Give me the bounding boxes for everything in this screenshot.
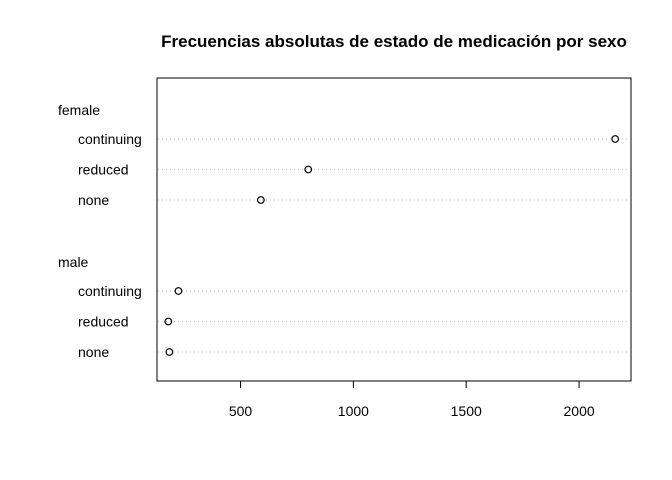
group-label-female: female xyxy=(58,102,100,118)
data-point-female-none xyxy=(256,196,265,204)
category-label-male-continuing: continuing xyxy=(78,283,142,299)
x-tick-label-500: 500 xyxy=(229,403,253,419)
data-point-male-none xyxy=(165,348,174,356)
x-tick-label-2000: 2000 xyxy=(564,403,595,419)
group-label-male: male xyxy=(58,254,89,270)
data-point-male-reduced xyxy=(164,317,173,326)
chart-title: Frecuencias absolutas de estado de medic… xyxy=(161,32,627,51)
data-point-female-reduced xyxy=(304,165,313,174)
plot-frame xyxy=(156,77,632,382)
category-label-female-reduced: reduced xyxy=(78,162,129,178)
x-tick-label-1000: 1000 xyxy=(338,403,369,419)
category-label-female-continuing: continuing xyxy=(78,131,142,147)
x-tick-label-1500: 1500 xyxy=(451,403,482,419)
category-label-male-reduced: reduced xyxy=(78,314,129,330)
data-point-female-continuing xyxy=(611,135,620,143)
data-point-male-continuing xyxy=(174,287,183,295)
chart-marks: female continuing reduced none male continuin… xyxy=(58,102,630,360)
x-axis: 500 1000 1500 2000 xyxy=(229,380,595,419)
category-label-male-none: none xyxy=(78,344,109,360)
category-label-female-none: none xyxy=(78,192,109,208)
